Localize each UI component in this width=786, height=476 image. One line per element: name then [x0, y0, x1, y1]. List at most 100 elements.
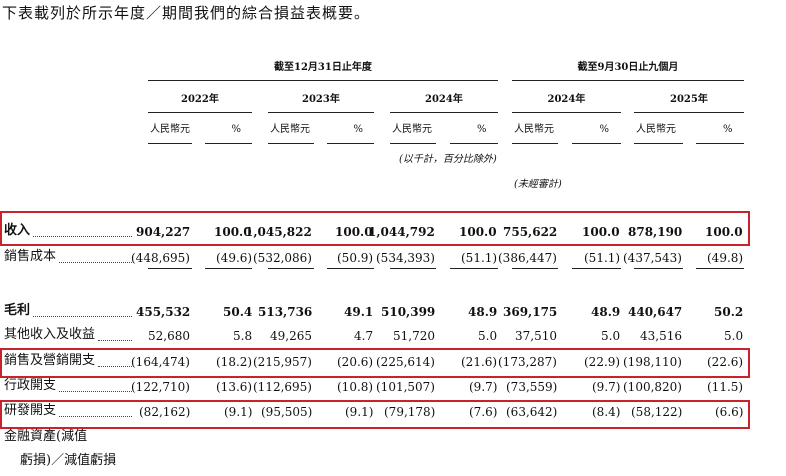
intro: 下表載列於所示年度／期間我們的綜合損益表概要。: [2, 4, 371, 22]
unit-header: 人民幣元: [270, 124, 310, 135]
cell: 369,175: [503, 305, 558, 319]
note: (以千計，百分比除外): [399, 154, 497, 165]
year-header: 2022年: [181, 94, 219, 105]
cell: 1,044,792: [368, 225, 435, 239]
cell: 100.0: [214, 225, 252, 239]
unit-header: 人民幣元: [514, 124, 554, 135]
cell: (448,695): [131, 251, 190, 265]
rule: [268, 112, 374, 113]
unit-header: %: [231, 124, 242, 135]
rule: [205, 143, 252, 144]
cell: (122,710): [131, 380, 190, 394]
rule: [696, 268, 744, 269]
leader-dots: [33, 236, 132, 237]
leader-dots: [33, 316, 132, 317]
rule: [512, 143, 558, 144]
rule: [148, 268, 192, 269]
cell: (95,505): [261, 405, 313, 419]
highlight-box: [0, 211, 750, 246]
cell: (11.5): [707, 380, 744, 394]
rule: [148, 80, 498, 81]
cell: (386,447): [498, 251, 557, 265]
cell: (9.1): [345, 405, 374, 419]
cell: 440,647: [628, 305, 683, 319]
cell: (51.1): [461, 251, 498, 265]
row-label: 毛利: [4, 303, 31, 318]
cell: 5.0: [478, 329, 498, 343]
rule: [148, 112, 252, 113]
cell: (58,122): [631, 405, 683, 419]
cell: (215,957): [253, 355, 312, 369]
rule: [696, 143, 744, 144]
row-label: 金融資產(減值: [4, 429, 88, 444]
cell: 37,510: [515, 329, 557, 343]
unit-header: 人民幣元: [636, 124, 676, 135]
cell: (49.8): [707, 251, 744, 265]
cell: (13.6): [216, 380, 253, 394]
cell: (7.6): [469, 405, 498, 419]
rule: [450, 268, 498, 269]
cell: (73,559): [506, 380, 558, 394]
rule: [512, 112, 621, 113]
cell: (8.4): [592, 405, 621, 419]
note: (未經審計): [514, 179, 562, 190]
cell: (82,162): [139, 405, 191, 419]
rule: [572, 268, 621, 269]
cell: 50.2: [714, 305, 744, 319]
cell: (79,178): [384, 405, 436, 419]
rule: [512, 268, 558, 269]
unit-header: %: [353, 124, 364, 135]
cell: (101,507): [376, 380, 435, 394]
unit-header: 人民幣元: [392, 124, 432, 135]
cell: (225,614): [376, 355, 435, 369]
unit-header: %: [477, 124, 487, 135]
rule: [205, 268, 252, 269]
row-label: 銷售及營銷開支: [4, 353, 96, 368]
cell: 49,265: [270, 329, 312, 343]
rule: [268, 143, 314, 144]
rule: [572, 143, 621, 144]
rule: [327, 143, 374, 144]
cell: (164,474): [131, 355, 190, 369]
cell: (21.6): [461, 355, 498, 369]
leader-dots: [59, 262, 132, 263]
leader-dots: [98, 340, 132, 341]
highlight-box: [0, 348, 750, 378]
cell: (100,820): [623, 380, 682, 394]
cell: 51,720: [393, 329, 435, 343]
year-header: 2025年: [670, 94, 708, 105]
rule: [327, 268, 374, 269]
row-label: 銷售成本: [4, 249, 57, 264]
leader-dots: [98, 366, 132, 367]
cell: 1,045,822: [245, 225, 312, 239]
year-header: 2024年: [425, 94, 463, 105]
cell: (10.8): [337, 380, 374, 394]
cell: (49.6): [216, 251, 253, 265]
row-label: 行政開支: [4, 378, 57, 393]
unit-header: 人民幣元: [150, 124, 190, 135]
cell: (18.2): [216, 355, 253, 369]
cell: 5.8: [233, 329, 253, 343]
cell: (112,695): [253, 380, 312, 394]
unit-header: %: [599, 124, 610, 135]
cell: (9.7): [592, 380, 621, 394]
rule: [450, 143, 498, 144]
rule: [390, 112, 498, 113]
cell: 100.0: [705, 225, 743, 239]
rule: [634, 268, 683, 269]
cell: (534,393): [376, 251, 435, 265]
highlight-box: [0, 400, 750, 429]
rule: [268, 268, 314, 269]
cell: 100.0: [335, 225, 373, 239]
period-header: 截至9月30日止九個月: [577, 62, 679, 73]
cell: 878,190: [628, 225, 683, 239]
rule: [634, 112, 744, 113]
cell: 4.7: [354, 329, 374, 343]
cell: (22.6): [707, 355, 744, 369]
cell: 5.0: [724, 329, 744, 343]
rule: [390, 268, 436, 269]
unit-header: %: [723, 124, 733, 135]
row-label: 虧損)／減值虧損: [20, 453, 117, 468]
period-header: 截至12月31日止年度: [274, 62, 372, 73]
cell: 48.9: [591, 305, 621, 319]
